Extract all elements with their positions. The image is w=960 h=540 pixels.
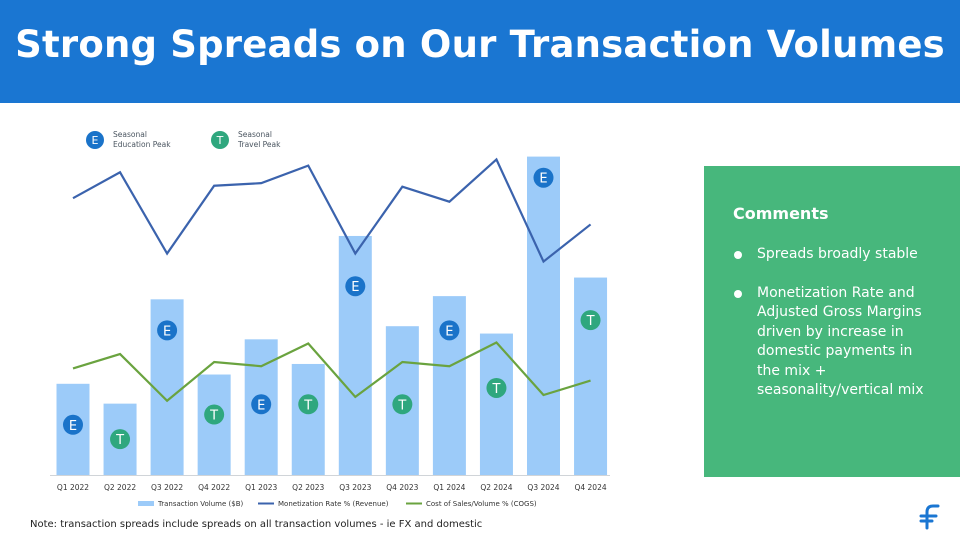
travel-peak-marker — [204, 404, 225, 425]
comments-list: Spreads broadly stable Monetization Rate… — [733, 245, 936, 401]
marker-letter: E — [351, 280, 359, 295]
x-tick-label: Q1 2023 — [245, 483, 277, 492]
marker-letter: E — [163, 324, 171, 339]
monetization-rate-line — [72, 157, 592, 264]
marker-letter: T — [209, 409, 218, 424]
travel-peak-marker — [392, 394, 413, 415]
education-peak-marker — [439, 320, 460, 341]
education-peak-marker — [251, 394, 272, 415]
marker-letter: T — [491, 382, 500, 397]
travel-peak-marker — [486, 377, 507, 398]
x-tick-label: Q4 2023 — [386, 483, 418, 492]
marker-letter: E — [539, 172, 547, 187]
badge-legend-travel: T Seasonal Travel Peak — [211, 130, 308, 150]
legend-swatch-volume — [138, 501, 154, 506]
travel-label-line2: Travel Peak — [238, 140, 281, 149]
x-tick-label: Q3 2024 — [527, 483, 559, 492]
x-tick-label: Q2 2023 — [292, 483, 324, 492]
header-banner: Strong Spreads on Our Transaction Volume… — [0, 0, 960, 103]
comment-item: Monetization Rate and Adjusted Gross Mar… — [733, 284, 936, 401]
education-label-line1: Seasonal — [113, 130, 147, 139]
cogs-line — [72, 341, 591, 403]
x-tick-label: Q2 2022 — [104, 483, 136, 492]
travel-peak-marker — [298, 394, 319, 415]
footnote: Note: transaction spreads include spread… — [30, 519, 483, 530]
legend-label: Monetization Rate % (Revenue) — [278, 500, 389, 508]
x-tick-label: Q3 2023 — [339, 483, 371, 492]
comments-title: Comments — [733, 204, 829, 223]
marker-letter: T — [397, 398, 406, 413]
travel-peak-marker — [580, 310, 601, 331]
education-peak-marker — [345, 276, 366, 297]
education-label-line2: Education Peak — [113, 140, 171, 149]
marker-letter: E — [69, 419, 77, 434]
marker-letter: E — [257, 398, 265, 413]
x-tick-label: Q1 2022 — [57, 483, 89, 492]
education-peak-marker — [157, 320, 178, 341]
marker-letter: T — [115, 433, 124, 448]
volume-bar — [574, 277, 608, 475]
volume-spreads-chart: E T E T E T E T E T E T Q1 2022 Q2 2022 Q3 2022 Q4 2022… — [50, 156, 610, 508]
education-badge-icon: E — [86, 131, 104, 149]
education-peak-marker — [533, 167, 554, 188]
volume-bar — [338, 235, 372, 475]
volume-bar — [197, 374, 231, 475]
volume-bar — [479, 333, 513, 475]
badge-legend-education-label: Seasonal Education Peak — [113, 130, 183, 150]
volume-bar — [291, 363, 325, 475]
travel-badge-icon: T — [211, 131, 229, 149]
marker-letter: T — [586, 314, 595, 329]
travel-label-line1: Seasonal — [238, 130, 272, 139]
badge-legend-education: E Seasonal Education Peak — [86, 130, 183, 150]
x-tick-label: Q1 2024 — [433, 483, 465, 492]
legend-label: Transaction Volume ($B) — [157, 500, 244, 508]
comments-panel: Comments Spreads broadly stable Monetiza… — [704, 166, 960, 477]
legend-label: Cost of Sales/Volume % (COGS) — [426, 500, 537, 508]
flywire-logo-icon — [919, 504, 940, 530]
x-tick-label: Q4 2024 — [574, 483, 606, 492]
x-tick-label: Q2 2024 — [480, 483, 512, 492]
page-title: Strong Spreads on Our Transaction Volume… — [15, 23, 945, 66]
badge-legend-travel-label: Seasonal Travel Peak — [238, 130, 308, 150]
travel-peak-marker — [110, 429, 131, 450]
education-peak-marker — [63, 414, 83, 435]
x-tick-label: Q3 2022 — [151, 483, 183, 492]
marker-letter: T — [303, 398, 312, 413]
marker-letter: E — [445, 324, 453, 339]
x-tick-label: Q4 2022 — [198, 483, 230, 492]
comment-item: Spreads broadly stable — [733, 245, 936, 265]
volume-bar — [527, 156, 560, 475]
